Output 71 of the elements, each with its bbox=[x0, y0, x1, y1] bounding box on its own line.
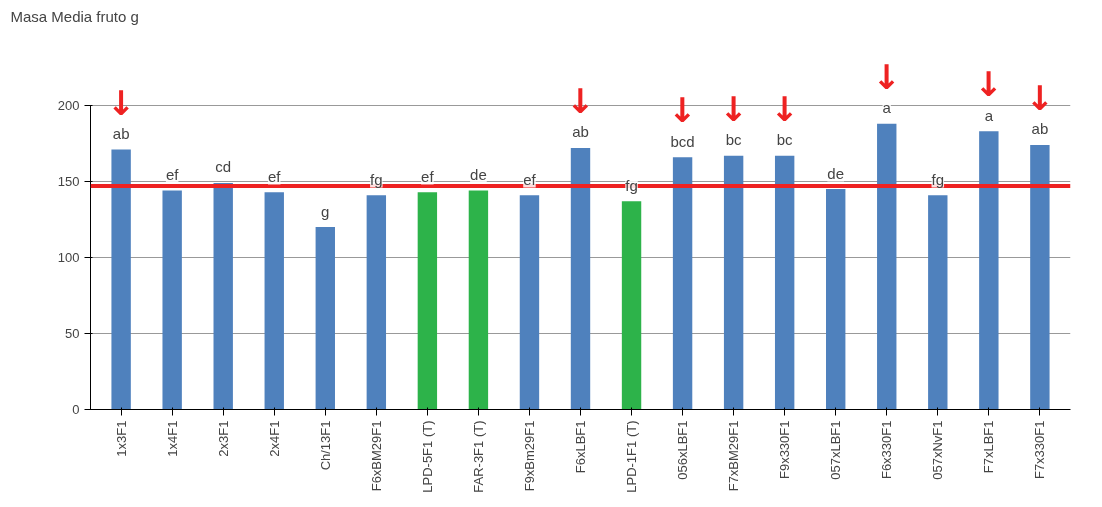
x-tick-label: FAR-3F1 (T) bbox=[470, 420, 486, 493]
y-tick-label: 100 bbox=[57, 250, 80, 265]
data-label: bc bbox=[725, 131, 743, 149]
bar bbox=[1030, 145, 1050, 410]
x-tick-label: F7x330F1 bbox=[1032, 420, 1048, 480]
y-tick-label: 150 bbox=[57, 174, 80, 189]
annotation: ↓ bbox=[974, 64, 1004, 105]
x-tick-label: LPD-5F1 (T) bbox=[419, 420, 435, 493]
x-tick-label: F6xBM29F1 bbox=[368, 420, 384, 492]
data-label: ef bbox=[421, 167, 435, 185]
bar bbox=[264, 192, 284, 410]
x-tick-label: 1x3F1 bbox=[113, 420, 129, 457]
y-tick-label: 200 bbox=[57, 98, 80, 113]
x-tick-label: 1x4F1 bbox=[164, 420, 180, 457]
bar bbox=[672, 157, 693, 410]
x-tick-label: 057xNvF1 bbox=[930, 420, 946, 480]
data-label: fg bbox=[625, 176, 638, 194]
data-label: fg bbox=[931, 170, 945, 188]
data-label: g bbox=[321, 202, 330, 220]
x-tick-label: 057xLBF1 bbox=[828, 420, 844, 480]
annotation: ↓ bbox=[668, 90, 697, 131]
data-label: ef bbox=[268, 167, 282, 185]
bar bbox=[570, 148, 591, 410]
data-label: ef bbox=[523, 170, 537, 188]
bar bbox=[621, 201, 642, 410]
bar bbox=[213, 183, 233, 410]
x-tick-label: F7xBM29F1 bbox=[726, 420, 742, 492]
bar bbox=[877, 123, 897, 410]
bar bbox=[826, 189, 846, 410]
annotation: ↓ bbox=[106, 82, 136, 123]
data-label: a bbox=[882, 99, 892, 117]
data-label: ab bbox=[572, 123, 589, 141]
bar bbox=[979, 131, 999, 410]
x-tick-label: F9xBm29F1 bbox=[521, 420, 537, 492]
annotation: ↓ bbox=[719, 88, 748, 129]
data-label: ab bbox=[1031, 120, 1049, 138]
x-tick-label: F9x330F1 bbox=[777, 420, 793, 480]
x-tick-label: Ch/13F1 bbox=[317, 420, 333, 471]
y-tick-label: 0 bbox=[72, 402, 80, 417]
bar bbox=[519, 195, 540, 410]
bar bbox=[315, 227, 335, 410]
x-tick-label: 2x4F1 bbox=[266, 420, 282, 457]
x-tick-label: F6xLBF1 bbox=[573, 420, 588, 474]
bar bbox=[468, 190, 489, 410]
data-label: de bbox=[470, 166, 487, 184]
data-label: bc bbox=[776, 131, 794, 149]
data-label: cd bbox=[215, 158, 232, 176]
data-label: a bbox=[984, 106, 994, 124]
bar bbox=[723, 155, 744, 410]
x-tick-label: F7xLBF1 bbox=[981, 420, 997, 474]
chart-title: Masa Media fruto g bbox=[10, 7, 139, 25]
annotation: ↓ bbox=[872, 56, 902, 97]
data-label: bcd bbox=[670, 132, 695, 150]
bar bbox=[928, 195, 948, 410]
x-tick-label: 2x3F1 bbox=[215, 420, 231, 457]
annotation: ↓ bbox=[770, 88, 799, 129]
x-tick-label: 056xLBF1 bbox=[675, 420, 691, 480]
annotation: ↓ bbox=[1025, 78, 1055, 119]
bar bbox=[111, 149, 131, 410]
bar bbox=[366, 195, 387, 410]
bar bbox=[417, 192, 438, 410]
annotation: ↓ bbox=[566, 81, 595, 122]
bar bbox=[162, 190, 182, 410]
data-label: ab bbox=[112, 124, 130, 142]
data-label: de bbox=[827, 164, 845, 182]
data-label: fg bbox=[370, 170, 383, 188]
x-tick-label: F6x330F1 bbox=[879, 420, 895, 480]
data-label: ef bbox=[165, 166, 180, 184]
x-tick-label: LPD-1F1 (T) bbox=[624, 420, 640, 493]
y-tick-label: 50 bbox=[65, 326, 80, 341]
bar bbox=[774, 155, 795, 410]
